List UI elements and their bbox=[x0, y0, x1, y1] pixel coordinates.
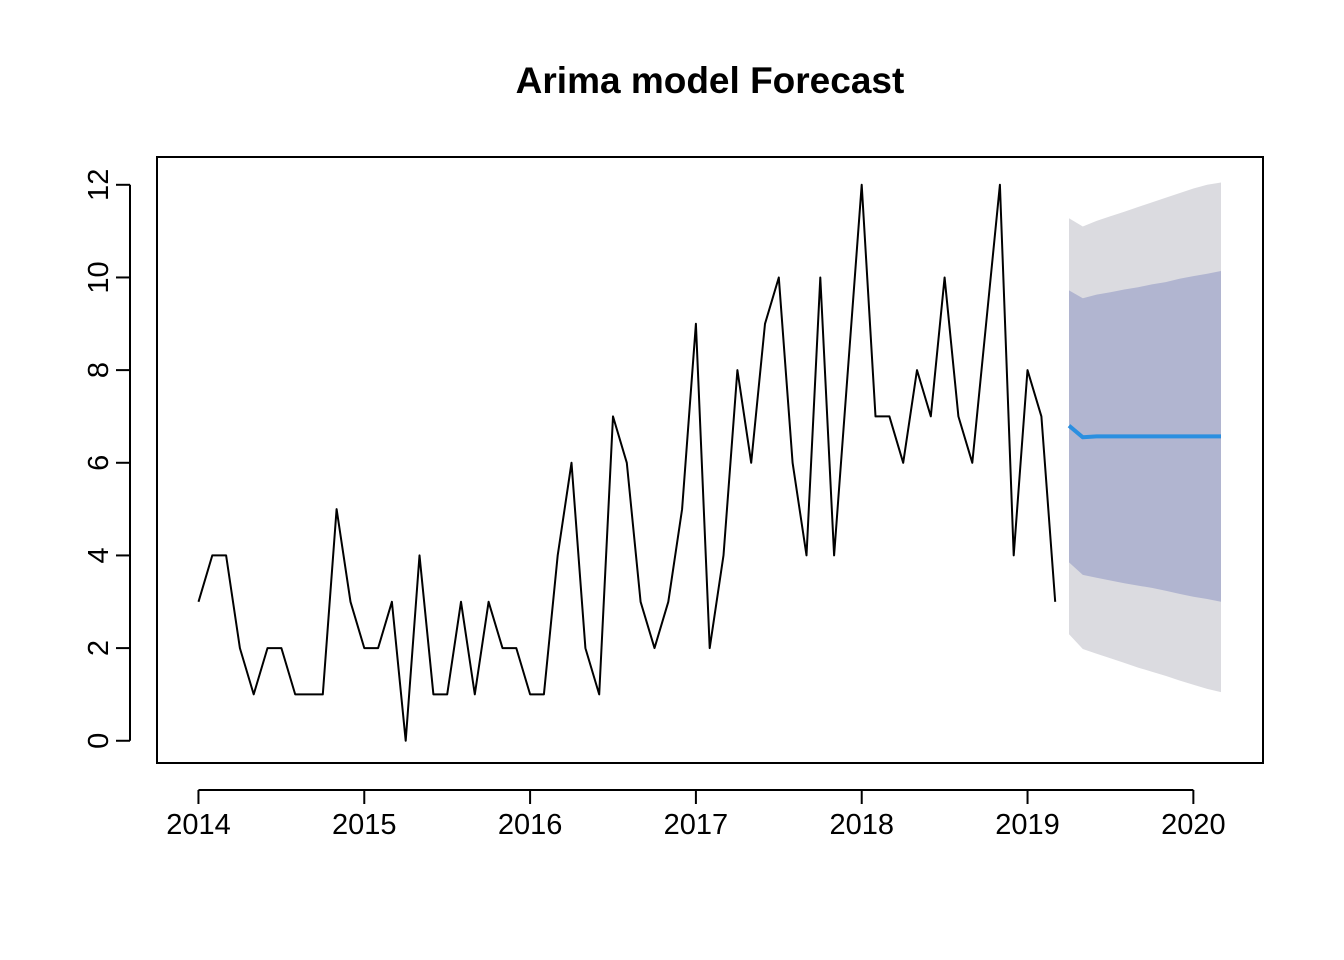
x-tick-label: 2017 bbox=[664, 809, 729, 841]
y-tick-label: 8 bbox=[83, 362, 115, 378]
x-tick-label: 2015 bbox=[332, 809, 397, 841]
y-axis: 0 2 4 6 8 10 12 bbox=[83, 169, 131, 749]
forecast-mean-series bbox=[1067, 424, 1221, 440]
y-tick-label: 0 bbox=[83, 733, 115, 749]
x-tick-label: 2014 bbox=[166, 809, 231, 841]
forecast-mean-line bbox=[1067, 424, 1221, 440]
x-tick-label: 2019 bbox=[995, 809, 1060, 841]
y-tick-label: 10 bbox=[83, 261, 115, 293]
plot-area-frame bbox=[156, 156, 1264, 764]
x-tick-label: 2016 bbox=[498, 809, 563, 841]
x-tick-label: 2018 bbox=[829, 809, 894, 841]
y-tick-label: 4 bbox=[83, 547, 115, 563]
x-axis: 2014 2015 2016 2017 2018 2019 2020 bbox=[166, 789, 1226, 841]
y-tick-label: 2 bbox=[83, 640, 115, 656]
y-tick-label: 12 bbox=[83, 169, 115, 201]
chart-title: Arima model Forecast bbox=[516, 60, 905, 101]
observed-line bbox=[197, 183, 1057, 742]
x-tick-label: 2020 bbox=[1161, 809, 1226, 841]
y-tick-label: 6 bbox=[83, 455, 115, 471]
observed-series bbox=[197, 183, 1057, 742]
